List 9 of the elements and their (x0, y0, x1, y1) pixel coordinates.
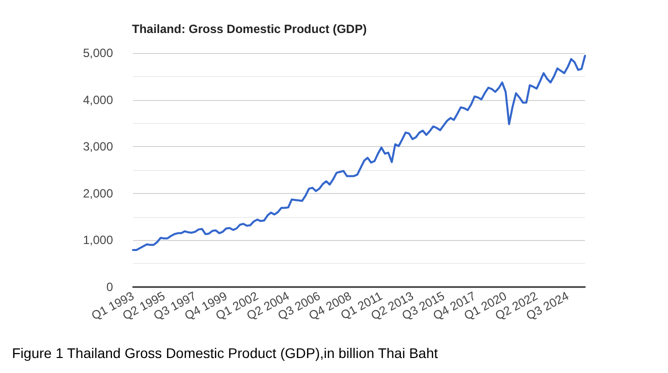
y-tick-label: 5,000 (82, 46, 114, 60)
y-tick-label: 0 (106, 280, 114, 294)
y-tick-label: 2,000 (82, 186, 114, 200)
y-tick-label: 4,000 (82, 92, 114, 107)
chart-title: Thailand: Gross Domestic Product (GDP) (132, 22, 367, 36)
y-tick-label: 1,000 (82, 233, 114, 248)
caption: Figure 1 Thailand Gross Domestic Product (GDP),in billion Thai Baht (12, 345, 438, 361)
y-tick-label: 3,000 (82, 140, 114, 154)
line-series (132, 54, 586, 252)
